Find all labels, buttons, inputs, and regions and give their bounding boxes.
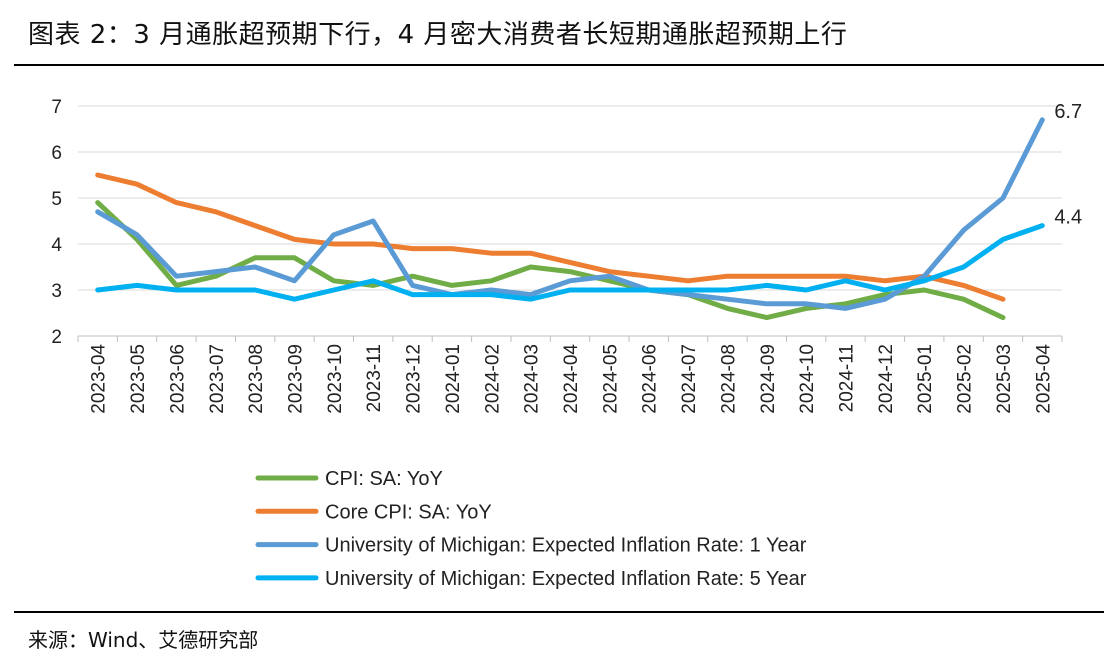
x-tick-label: 2024-10 (797, 344, 818, 414)
x-tick-label: 2023-06 (167, 344, 188, 414)
legend-label-4: University of Michigan: Expected Inflati… (325, 568, 807, 590)
x-tick-label: 2024-12 (876, 344, 897, 414)
y-tick-label: 4 (51, 235, 62, 256)
series-line-2 (95, 172, 1006, 302)
y-tick-label: 5 (51, 189, 62, 210)
x-tick-label: 2024-05 (600, 344, 621, 414)
x-tick-label: 2025-03 (994, 344, 1015, 414)
data-label-2: 4.4 (1054, 207, 1082, 229)
legend-label-2: Core CPI: SA: YoY (325, 501, 492, 523)
x-tick-label: 2024-11 (837, 344, 858, 412)
x-tick-label: 2024-02 (482, 344, 503, 414)
x-tick-label: 2023-10 (325, 344, 346, 414)
x-tick-label: 2025-02 (955, 344, 976, 414)
series-line-3 (95, 117, 1045, 311)
y-tick-label: 3 (51, 281, 62, 302)
x-tick-label: 2024-01 (443, 344, 464, 414)
y-tick-label: 6 (51, 143, 62, 164)
x-tick-label: 2023-11 (364, 344, 385, 412)
x-tick-label: 2023-12 (404, 344, 425, 414)
x-tick-label: 2024-09 (758, 344, 779, 414)
data-label-1: 6.7 (1054, 101, 1082, 123)
line-chart: 2 3 4 5 6 7 2023-04 2023-05 2023-06 2023-07 2023-0… (51, 97, 1082, 590)
x-tick-label: 2023-09 (285, 344, 306, 414)
x-tick-label: 2024-03 (522, 344, 543, 414)
x-tick-label: 2024-07 (679, 344, 700, 414)
x-tick-label: 2024-04 (561, 344, 582, 414)
x-tick-label: 2025-01 (915, 344, 936, 414)
x-tick-label: 2023-04 (89, 344, 110, 414)
legend-label-3: University of Michigan: Expected Inflati… (325, 535, 807, 557)
legend-label-1: CPI: SA: YoY (325, 468, 443, 490)
y-tick-label: 2 (51, 327, 62, 348)
x-tick-label: 2024-06 (640, 344, 661, 414)
chart-title: 图表 2：3 月通胀超预期下行，4 月密大消费者长短期通胀超预期上行 (28, 20, 848, 50)
bottom-rule (14, 611, 1104, 613)
series-line-4 (95, 223, 1045, 302)
source-note: 来源：Wind、艾德研究部 (28, 628, 259, 652)
x-tick-label: 2024-08 (718, 344, 739, 414)
y-tick-label: 7 (51, 97, 62, 118)
x-tick-label: 2023-05 (128, 344, 149, 414)
x-tick-label: 2023-08 (246, 344, 267, 414)
series-line-1 (95, 200, 1006, 321)
x-tick-label: 2023-07 (207, 344, 228, 414)
top-rule (14, 64, 1104, 66)
x-tick-label: 2025-04 (1033, 344, 1054, 414)
